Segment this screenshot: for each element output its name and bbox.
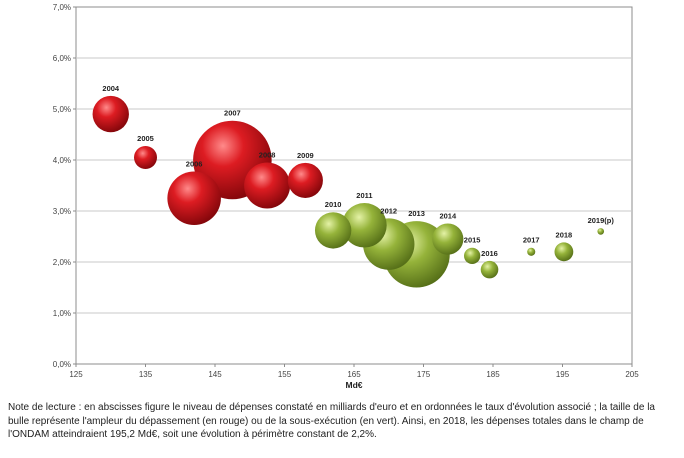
bubble-2014 (432, 223, 464, 255)
bubble-2019p (597, 228, 605, 235)
point-label: 2010 (325, 200, 342, 209)
point-label: 2014 (439, 211, 457, 220)
point-label: 2007 (224, 109, 241, 118)
x-tick-label: 155 (278, 370, 292, 379)
point-label: 2009 (297, 151, 314, 160)
bubble-2006 (167, 171, 221, 226)
point-label: 2004 (102, 84, 120, 93)
point-label: 2017 (523, 236, 540, 245)
x-tick-label: 125 (69, 370, 83, 379)
bubble-2005 (133, 145, 158, 169)
y-tick-label: 2,0% (53, 258, 71, 267)
point-labels: 2004 2005 2006 2007 2008 2009 2010 2011 2012 2013… (102, 84, 614, 258)
y-tick-label: 1,0% (53, 309, 71, 318)
point-label: 2012 (380, 206, 397, 215)
bubbles (92, 95, 605, 288)
y-tick-label: 0,0% (53, 360, 71, 369)
x-tick-label: 205 (625, 370, 639, 379)
point-label: 2016 (481, 249, 498, 258)
bubble-2017 (527, 247, 536, 256)
y-tick-label: 3,0% (53, 207, 71, 216)
bubble-2010 (314, 212, 352, 249)
point-label: 2005 (137, 134, 154, 143)
point-label: 2019(p) (588, 216, 615, 225)
x-tick-label: 145 (208, 370, 222, 379)
bubble-2015 (464, 247, 481, 265)
point-label: 2006 (186, 159, 203, 168)
point-label: 2008 (259, 150, 276, 159)
y-axis-ticks: 0,0% 1,0% 2,0% 3,0% 4,0% 5,0% 6,0% 7,0% (53, 3, 76, 369)
chart-svg: 0,0%1,0%2,0%3,0%4,0%5,0%6,0%7,0% 125 135 1… (53, 3, 639, 390)
x-tick-label: 135 (139, 370, 153, 379)
y-tick-label: 6,0% (53, 54, 71, 63)
reading-note: Note de lecture : en abscisses figure le… (8, 402, 655, 440)
point-label: 2018 (556, 230, 573, 239)
bubble-2009 (287, 162, 323, 198)
point-label: 2015 (464, 236, 481, 245)
bubble-2004 (92, 95, 129, 133)
bubble-2018 (554, 242, 574, 262)
y-tick-label: 7,0% (53, 3, 71, 12)
x-tick-label: 175 (417, 370, 431, 379)
bubble-2008 (244, 162, 291, 209)
bubble-chart: 0,0% 1,0% 2,0% 3,0% 4,0% 5,0% 6,0% 7,0% 125 135 1… (53, 3, 639, 390)
point-label: 2013 (408, 209, 425, 218)
x-axis-ticks: 125 135 145 155 165 175 185 195 205 (69, 364, 639, 379)
y-tick-label: 4,0% (53, 156, 71, 165)
plot-area (75, 6, 633, 365)
x-tick-label: 185 (486, 370, 500, 379)
point-label: 2011 (356, 191, 372, 200)
bubble-2016 (480, 260, 499, 279)
x-tick-label: 165 (347, 370, 361, 379)
bubble-2011 (342, 203, 387, 248)
x-axis-label: Md€ (346, 380, 363, 390)
x-tick-label: 195 (556, 370, 570, 379)
y-tick-label: 5,0% (53, 105, 71, 114)
